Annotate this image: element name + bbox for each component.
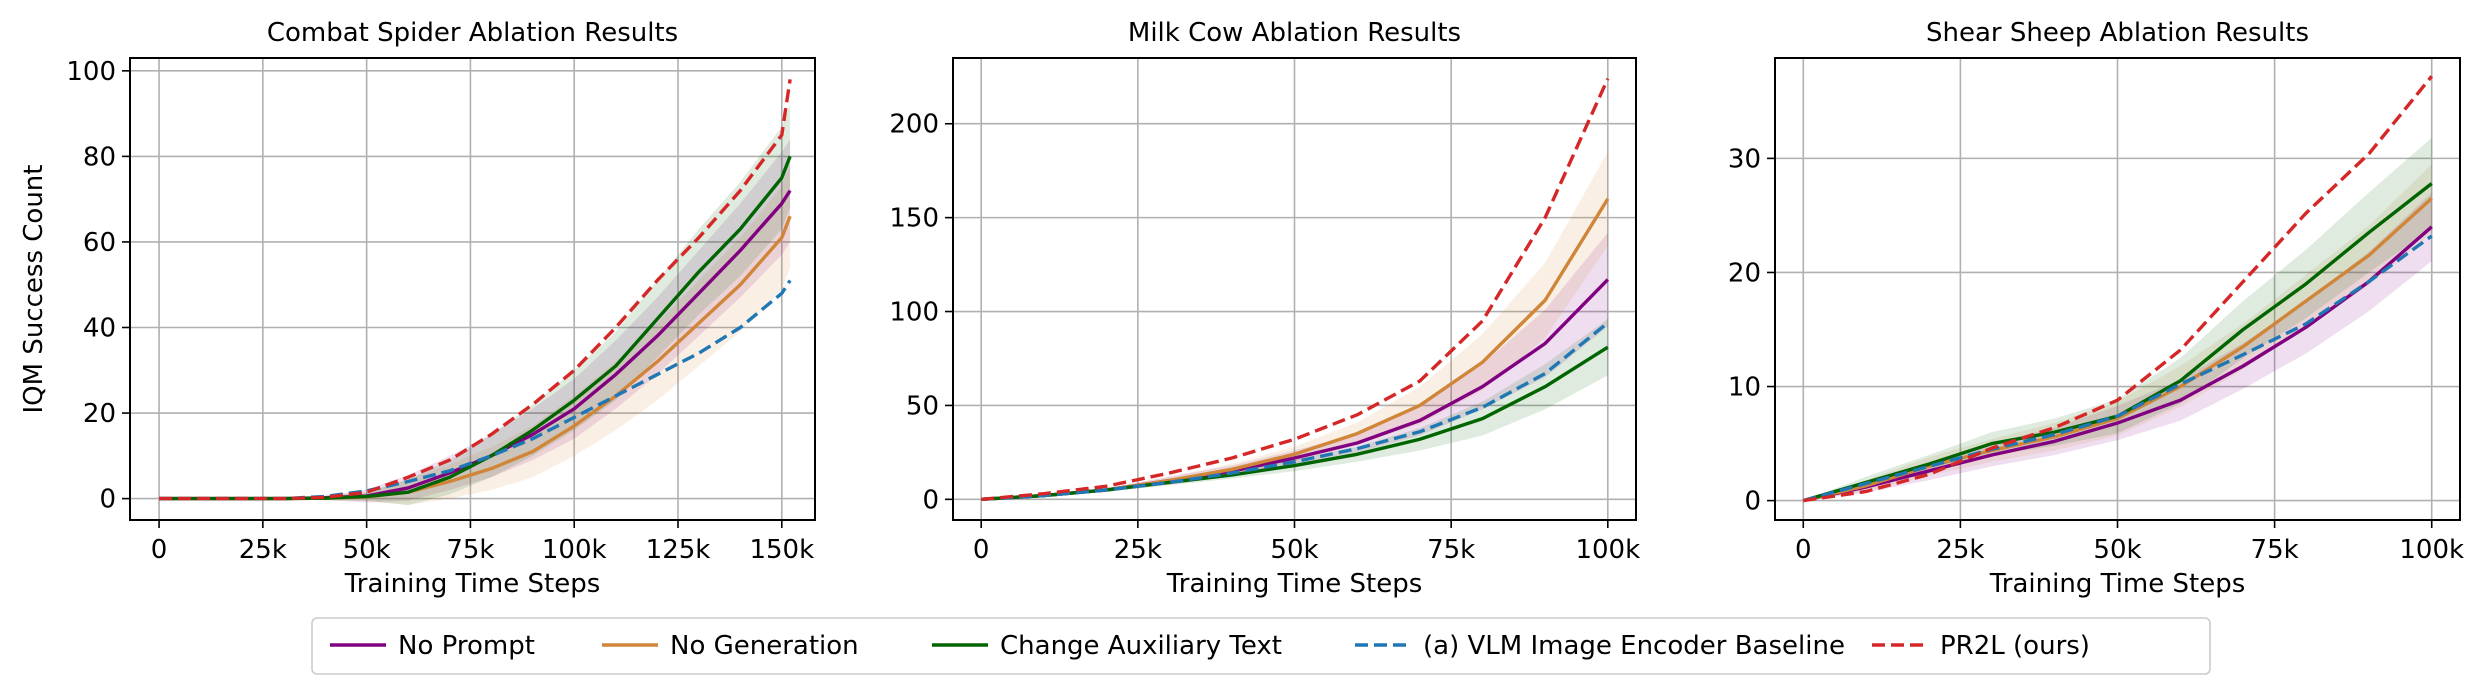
x-tick-label: 125k <box>646 535 711 565</box>
legend-label: PR2L (ours) <box>1940 631 2090 661</box>
band-no-generation <box>1803 164 2432 501</box>
x-tick-label: 25k <box>1114 535 1162 565</box>
series-line-change-auxiliary-text <box>159 155 792 501</box>
x-tick-label: 150k <box>749 535 814 565</box>
x-axis-label: Training Time Steps <box>1166 569 1423 599</box>
legend-label: No Prompt <box>398 631 535 661</box>
series-line-no-generation <box>1802 197 2433 503</box>
x-tick-label: 50k <box>1270 535 1318 565</box>
y-tick-label: 20 <box>83 399 116 429</box>
chart-title: Milk Cow Ablation Results <box>1128 18 1461 48</box>
panel-combat-spider: 0 25k 50k 75k 100k 125k 150k 0 20 40 60 80 100 Combat… <box>19 18 816 599</box>
x-tick-label: 50k <box>2093 535 2141 565</box>
series-line-a-vlm-image-encoder-baseline <box>981 321 1609 502</box>
legend-item-no-prompt: No Prompt <box>330 631 535 661</box>
legend-item-a-vlm-image-encoder-baseline: (a) VLM Image Encoder Baseline <box>1355 631 1845 661</box>
plot-area <box>1802 75 2434 503</box>
band-no-prompt <box>159 139 791 503</box>
legend-label: No Generation <box>670 631 859 661</box>
legend-item-change-auxiliary-text: Change Auxiliary Text <box>932 631 1282 661</box>
x-tick-label: 100k <box>542 535 607 565</box>
plot-area <box>981 77 1610 502</box>
y-tick-label: 100 <box>66 57 116 87</box>
y-tick-label: 60 <box>83 228 116 258</box>
panel-milk-cow: 0 25k 50k 75k 100k 0 50 100 150 200 Milk Cow Ablat… <box>889 18 1640 599</box>
axes-frame <box>129 57 816 521</box>
x-tick-label: 100k <box>2399 535 2464 565</box>
chart-title: Shear Sheep Ablation Results <box>1926 18 2309 48</box>
band-change-auxiliary-text <box>1803 137 2432 501</box>
band-change-auxiliary-text <box>159 105 791 506</box>
panel-shear-sheep: 0 25k 50k 75k 100k 0 10 20 30 Shear Sheep Ablatio… <box>1728 18 2464 599</box>
y-tick-label: 200 <box>889 110 939 140</box>
x-tick-label: 25k <box>239 535 287 565</box>
series-line-a-vlm-image-encoder-baseline <box>1802 234 2433 503</box>
y-tick-label: 0 <box>1744 487 1761 517</box>
legend-label: (a) VLM Image Encoder Baseline <box>1423 631 1845 661</box>
y-tick-label: 150 <box>889 204 939 234</box>
y-tick-label: 0 <box>922 485 939 515</box>
x-tick-label: 75k <box>1427 535 1475 565</box>
y-tick-label: 50 <box>906 391 939 421</box>
y-tick-label: 80 <box>83 142 116 172</box>
y-tick-label: 10 <box>1728 373 1761 403</box>
x-tick-label: 100k <box>1575 535 1640 565</box>
plot-area <box>159 79 792 506</box>
band-no-prompt <box>1803 192 2432 501</box>
y-tick-label: 100 <box>889 298 939 328</box>
series-line-pr2l-ours <box>159 79 792 501</box>
y-tick-label: 30 <box>1728 144 1761 174</box>
y-tick-label: 0 <box>99 485 116 515</box>
x-tick-label: 0 <box>1795 535 1812 565</box>
x-axis-label: Training Time Steps <box>1989 569 2246 599</box>
x-tick-label: 25k <box>1936 535 1984 565</box>
legend-item-pr2l-ours: PR2L (ours) <box>1872 631 2090 661</box>
x-axis-label: Training Time Steps <box>344 569 601 599</box>
x-tick-label: 50k <box>343 535 391 565</box>
y-axis-label: IQM Success Count <box>19 165 49 414</box>
legend: No Prompt No Generation Change Auxiliary T… <box>311 617 2211 675</box>
band-no-prompt <box>981 232 1608 500</box>
x-tick-label: 0 <box>973 535 990 565</box>
x-tick-label: 75k <box>446 535 494 565</box>
legend-label: Change Auxiliary Text <box>1000 631 1282 661</box>
x-tick-label: 0 <box>151 535 168 565</box>
y-tick-label: 20 <box>1728 258 1761 288</box>
legend-item-no-generation: No Generation <box>602 631 859 661</box>
series-line-pr2l-ours <box>1803 75 2434 503</box>
legend-frame <box>311 617 2211 675</box>
chart-title: Combat Spider Ablation Results <box>267 18 678 48</box>
series-line-pr2l-ours <box>981 77 1610 502</box>
series-line-no-prompt <box>1802 225 2433 503</box>
y-tick-label: 40 <box>83 314 116 344</box>
x-tick-label: 75k <box>2251 535 2299 565</box>
band-no-generation <box>159 164 791 506</box>
